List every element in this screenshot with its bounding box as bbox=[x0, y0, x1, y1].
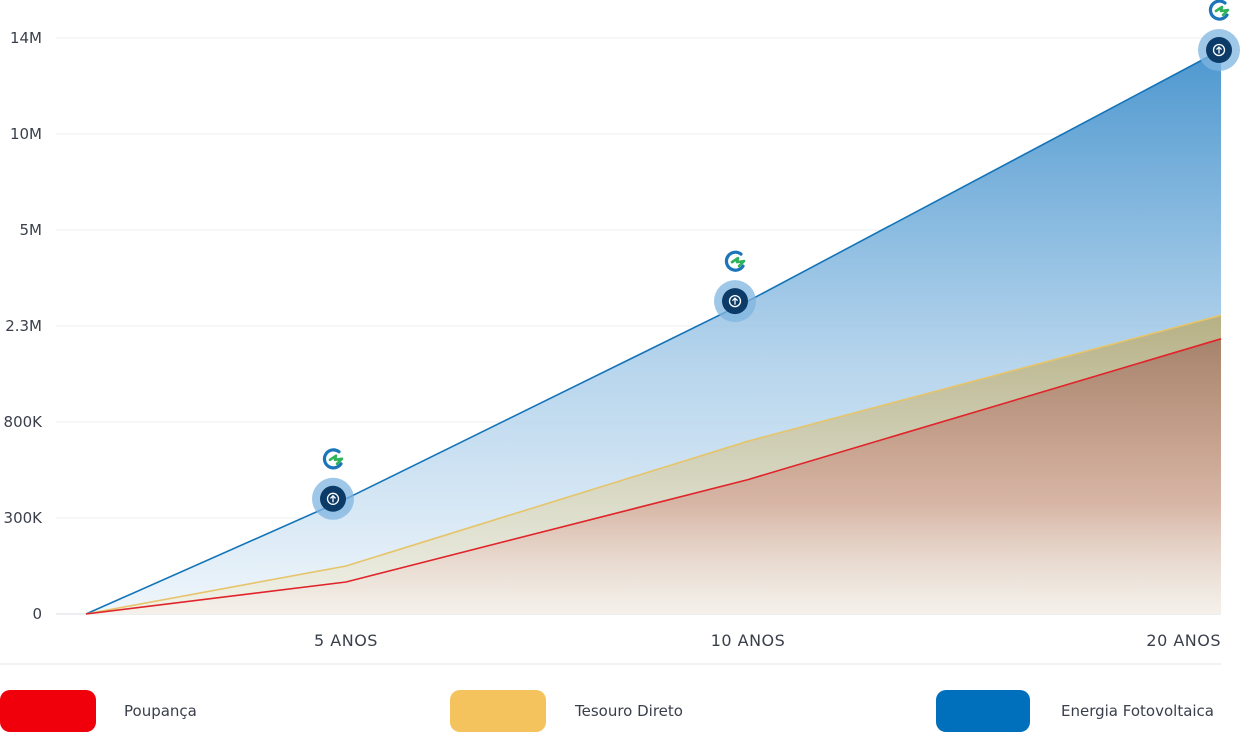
data-point-marker[interactable] bbox=[714, 280, 756, 323]
y-tick-label: 300K bbox=[4, 509, 44, 527]
legend-swatch-energia-fotovoltaica bbox=[936, 690, 1030, 732]
legend-label-poupanca: Poupança bbox=[124, 702, 197, 720]
energy-logo-icon bbox=[1208, 0, 1230, 21]
data-point-marker[interactable] bbox=[1198, 29, 1240, 71]
data-point-marker[interactable] bbox=[312, 477, 354, 520]
energy-logo-icon bbox=[724, 250, 746, 272]
legend-swatch-poupanca bbox=[0, 690, 96, 732]
legend: Poupança Tesouro Direto Energia Fotovolt… bbox=[0, 690, 1240, 732]
y-tick-label: 0 bbox=[32, 605, 42, 623]
x-tick-label: 5 ANOS bbox=[314, 631, 378, 650]
legend-label-energia-fotovoltaica: Energia Fotovoltaica bbox=[1061, 702, 1214, 720]
energy-logo-icon bbox=[322, 448, 344, 470]
series-line-tesouro-direto bbox=[85, 314, 1222, 615]
arrow-up-icon bbox=[1212, 43, 1226, 57]
x-tick-label: 20 ANOS bbox=[1146, 631, 1221, 650]
y-tick-label: 800K bbox=[4, 413, 44, 431]
arrow-up-icon bbox=[326, 492, 340, 505]
series-line-energia-fotovoltaica bbox=[85, 49, 1222, 615]
series-line-poupanca bbox=[85, 338, 1222, 615]
y-tick-label: 14M bbox=[10, 29, 42, 47]
y-tick-label: 10M bbox=[10, 125, 42, 143]
arrow-up-icon bbox=[728, 294, 742, 308]
y-tick-label: 2.3M bbox=[5, 317, 42, 335]
y-tick-label: 5M bbox=[20, 221, 43, 239]
legend-label-tesouro-direto: Tesouro Direto bbox=[575, 702, 683, 720]
legend-swatch-tesouro-direto bbox=[450, 690, 546, 732]
chart-area: 0 300K 800K 2.3M 5M 10M 14M 5 ANOS 10 ANOS 20 AN… bbox=[0, 0, 1240, 665]
x-tick-label: 10 ANOS bbox=[711, 631, 786, 650]
series-area-poupanca bbox=[86, 338, 1221, 614]
